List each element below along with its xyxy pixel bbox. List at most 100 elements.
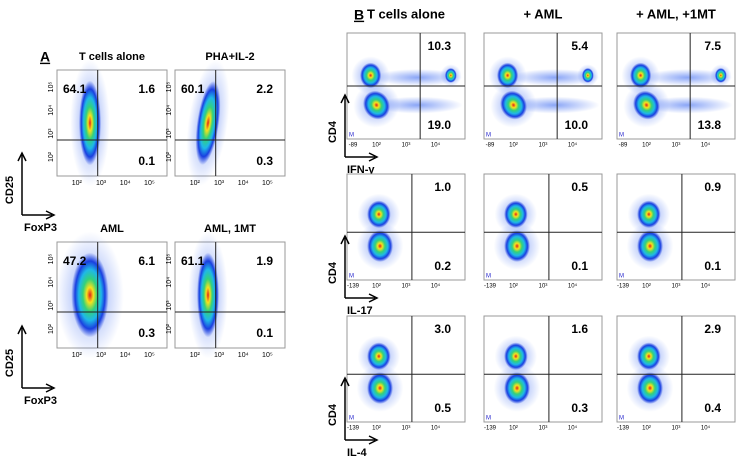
density [504,200,528,229]
x-tick-label: 10⁴ [568,283,578,290]
quadrant-value: 1.0 [434,180,451,194]
x-tick-label: 10⁴ [120,180,131,187]
density [367,372,394,404]
x-tick-label: 10² [72,180,83,187]
y-axis-label: CD4 [327,403,339,426]
y-tick-label: 10⁴ [166,277,173,288]
quadrant-value: 0.4 [704,401,721,415]
y-tick-label: 10² [166,151,173,162]
y-tick-label: 10⁵ [48,82,55,93]
arrow-head [368,435,379,445]
quadrant-value: 0.1 [138,154,155,168]
density [504,342,528,371]
density [504,230,531,262]
quadrant-value: 1.9 [256,254,273,268]
x-tick-label: -139 [617,284,630,290]
x-tick-label: 10² [190,352,201,359]
quadrant-value: 10.0 [565,118,589,132]
x-tick-label: 10² [509,143,518,149]
gate-marker: M [486,133,491,139]
x-tick-label: 10⁴ [238,352,249,359]
density [581,67,594,83]
quadrant-value: 64.1 [63,82,87,96]
x-tick-label: 10⁴ [431,142,441,149]
x-tick-label: 10⁴ [701,283,711,290]
x-tick-label: 10⁴ [701,425,711,432]
x-tick-label: 10³ [96,352,107,359]
x-tick-label: 10³ [539,426,548,432]
halo [509,69,600,86]
x-tick-label: -139 [484,284,497,290]
density [195,80,221,166]
quadrant-value: 10.3 [428,39,452,53]
density [79,80,101,166]
x-tick-label: 10⁴ [431,425,441,432]
arrow-head [45,210,56,220]
quadrant-value: 0.1 [704,259,721,273]
y-axis-label: CD4 [327,120,339,143]
density [637,342,661,371]
arrow-head [17,324,27,335]
arrow-head [368,152,379,162]
y-tick-label: 10⁵ [166,254,173,265]
x-tick-label: -89 [349,143,358,149]
quadrant-value: 0.1 [256,326,273,340]
x-tick-label: -139 [617,426,630,432]
x-tick-label: 10² [642,143,651,149]
x-tick-label: 10⁵ [144,180,155,187]
gate-marker: M [486,274,491,280]
gate-marker: M [349,416,354,422]
x-tick-label: 10⁴ [238,180,249,187]
halo [372,69,463,86]
x-tick-label: 10² [372,284,381,290]
x-axis-label: IL-4 [347,447,367,459]
x-tick-label: -139 [484,426,497,432]
y-tick-label: 10⁴ [166,105,173,116]
quadrant-value: 5.4 [571,39,588,53]
y-tick-label: 10² [48,151,55,162]
x-tick-label: -89 [486,143,495,149]
y-tick-label: 10³ [48,300,55,311]
y-axis-label: CD4 [327,261,339,284]
x-tick-label: 10² [509,284,518,290]
x-tick-label: 10³ [539,143,548,149]
density [367,200,391,229]
arrow-head [368,293,379,303]
quadrant-value: 61.1 [181,254,205,268]
y-tick-label: 10⁵ [48,254,55,265]
density [363,90,390,120]
y-tick-label: 10⁵ [166,82,173,93]
quadrant-value: 0.1 [571,259,588,273]
y-tick-label: 10³ [48,128,55,139]
density [444,67,457,83]
x-tick-label: 10⁵ [144,352,155,359]
quadrant-value: 6.1 [138,254,155,268]
x-tick-label: -139 [347,284,360,290]
x-axis-label: FoxP3 [24,222,57,234]
density [637,200,661,229]
gate-marker: M [349,274,354,280]
halo [642,69,733,86]
arrow-head [17,151,27,162]
x-tick-label: 10² [372,426,381,432]
quadrant-value: 7.5 [704,39,721,53]
y-axis-label: CD25 [4,349,16,377]
plot-title: AML, 1MT [204,223,256,235]
x-tick-label: 10³ [402,426,411,432]
plot-title: AML [100,223,124,235]
quadrant-value: 13.8 [698,118,722,132]
x-tick-label: 10³ [402,284,411,290]
x-tick-label: 10³ [672,284,681,290]
x-tick-label: 10² [372,143,381,149]
density [500,90,527,120]
density [637,372,664,404]
quadrant-value: 60.1 [181,82,205,96]
density [367,230,394,262]
quadrant-value: 47.2 [63,254,87,268]
x-tick-label: 10⁴ [120,352,131,359]
plot-title: PHA+IL-2 [205,51,254,63]
x-tick-label: 10² [72,352,83,359]
x-tick-label: 10³ [539,284,548,290]
x-axis-label: FoxP3 [24,395,57,407]
